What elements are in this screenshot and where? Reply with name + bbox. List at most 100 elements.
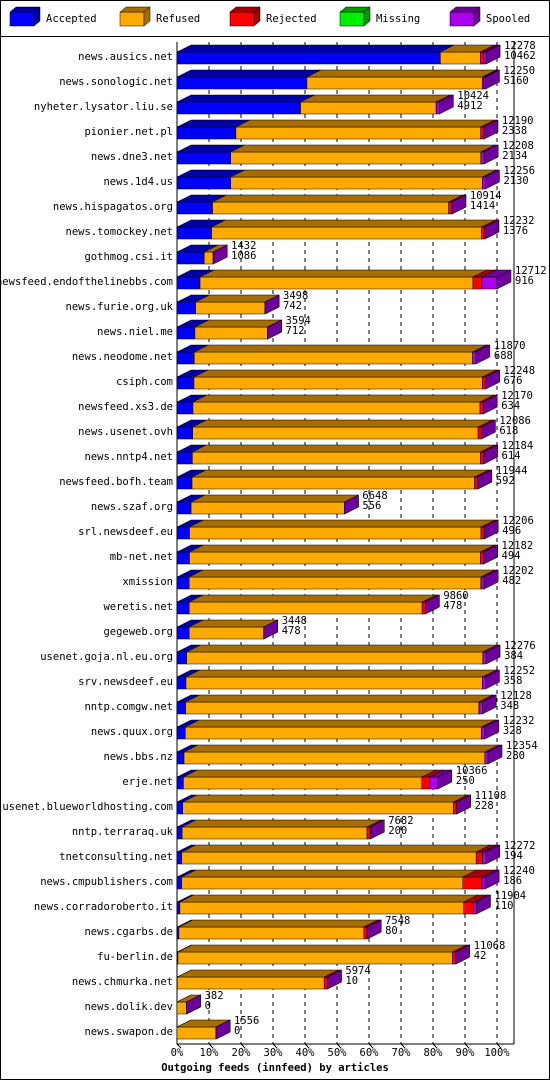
bar-segment (176, 601, 190, 615)
legend-swatch (339, 11, 365, 27)
bar-segment (176, 1026, 217, 1040)
bar-segment (185, 726, 482, 740)
bar-segment (483, 51, 487, 65)
bar-segment (448, 201, 453, 215)
bar-segment (472, 276, 483, 290)
offered-label: 1432 (231, 240, 256, 252)
accepted-label: 482 (502, 575, 521, 587)
bar-segment-side (267, 319, 282, 340)
x-tick-label: 0% (171, 1047, 184, 1059)
y-tick-label: news.1d4.us (103, 176, 173, 188)
offered-label: 1556 (234, 1015, 259, 1027)
bar-segment-side (485, 669, 500, 690)
bar-segment (480, 576, 485, 590)
bar-segment-side (475, 344, 491, 365)
bar-segment (176, 851, 183, 865)
legend-swatch (229, 11, 255, 27)
x-tick (464, 1043, 470, 1049)
x-tick-label: 70% (392, 1047, 412, 1059)
x-tick (400, 1043, 406, 1049)
bar-segment (194, 326, 268, 340)
bar-segment-side (456, 794, 471, 815)
bar-segment (212, 201, 449, 215)
accepted-label: 2338 (502, 125, 527, 137)
bar-segment (176, 376, 195, 390)
bar-segment (176, 651, 187, 665)
bar-segment (176, 451, 193, 465)
bar-segment (176, 776, 184, 790)
bar-segment (421, 776, 431, 790)
bar-segment (203, 251, 214, 265)
bar-segment (193, 376, 483, 390)
bar-segment (188, 626, 264, 640)
accepted-label: 80 (385, 925, 398, 937)
bar-segment (176, 701, 186, 715)
bar-segment (176, 551, 190, 565)
accepted-label: 676 (503, 375, 522, 387)
bar-segment (481, 276, 498, 290)
bar-segment (176, 476, 193, 490)
bar-segment-side (482, 694, 497, 715)
bar-segment-side (484, 869, 500, 890)
bar-segment (429, 776, 439, 790)
bar-segment (481, 226, 486, 240)
accepted-label: 194 (504, 850, 523, 862)
offered-label: 5974 (345, 965, 370, 977)
bar-segment (176, 126, 237, 140)
bar-segment-top (192, 419, 493, 428)
offered-label: 12272 (504, 840, 536, 852)
accepted-label: 478 (443, 600, 462, 612)
bar-segment (176, 801, 184, 815)
bar-segment (477, 426, 482, 440)
y-tick-label: weretis.net (103, 601, 173, 613)
bar-segment-side (477, 469, 493, 490)
accepted-label: 250 (456, 775, 475, 787)
x-tick (176, 1043, 182, 1049)
offered-label: 11944 (496, 465, 528, 477)
bar-segment-side (263, 619, 278, 640)
accepted-label: 5160 (503, 75, 528, 87)
x-tick (272, 1043, 278, 1049)
bar-segment-top (189, 569, 496, 578)
bar-segment-top (235, 119, 495, 128)
accepted-label: 328 (503, 725, 522, 737)
bar-segment (183, 776, 423, 790)
bar-segment (176, 201, 213, 215)
accepted-label: 358 (503, 675, 522, 687)
bar-segment (176, 501, 192, 515)
bar-segment (300, 101, 437, 115)
bar-segment (194, 351, 473, 365)
offered-label: 10366 (456, 765, 488, 777)
x-tick-label: 60% (360, 1047, 380, 1059)
accepted-label: 0 (205, 1000, 211, 1012)
bar-segment-side (484, 219, 500, 240)
bar-segment-top (194, 344, 487, 353)
legend-label: Rejected (266, 13, 317, 25)
y-tick-label: news.ausics.net (78, 51, 173, 63)
bar-segment-top (176, 69, 322, 78)
offered-label: 9860 (443, 590, 468, 602)
x-tick-label: 20% (232, 1047, 252, 1059)
bar-segment (176, 226, 212, 240)
offered-label: 6648 (362, 490, 387, 502)
bar-segment (183, 751, 486, 765)
y-tick-label: news.niel.me (97, 326, 173, 338)
legend-swatch-side (473, 6, 481, 27)
bar-segment (191, 476, 475, 490)
bar-segment (453, 801, 457, 815)
y-tick-label: news.szaf.org (91, 501, 173, 513)
bar-segment-side (481, 419, 496, 440)
bar-segment-top (192, 394, 495, 403)
y-tick-label: news.bbs.nz (103, 751, 173, 763)
offered-label: 12190 (502, 115, 534, 127)
bar-segment (176, 76, 308, 90)
bar-segment-top (181, 869, 477, 878)
offered-label: 10424 (457, 90, 489, 102)
legend-swatch-side (253, 6, 261, 27)
y-tick-label: mb-net.net (110, 551, 173, 563)
bar-segment-top (178, 919, 378, 928)
x-tick (336, 1043, 342, 1049)
accepted-label: 110 (495, 900, 514, 912)
offered-label: 7682 (388, 815, 413, 827)
bar-segment (176, 676, 187, 690)
